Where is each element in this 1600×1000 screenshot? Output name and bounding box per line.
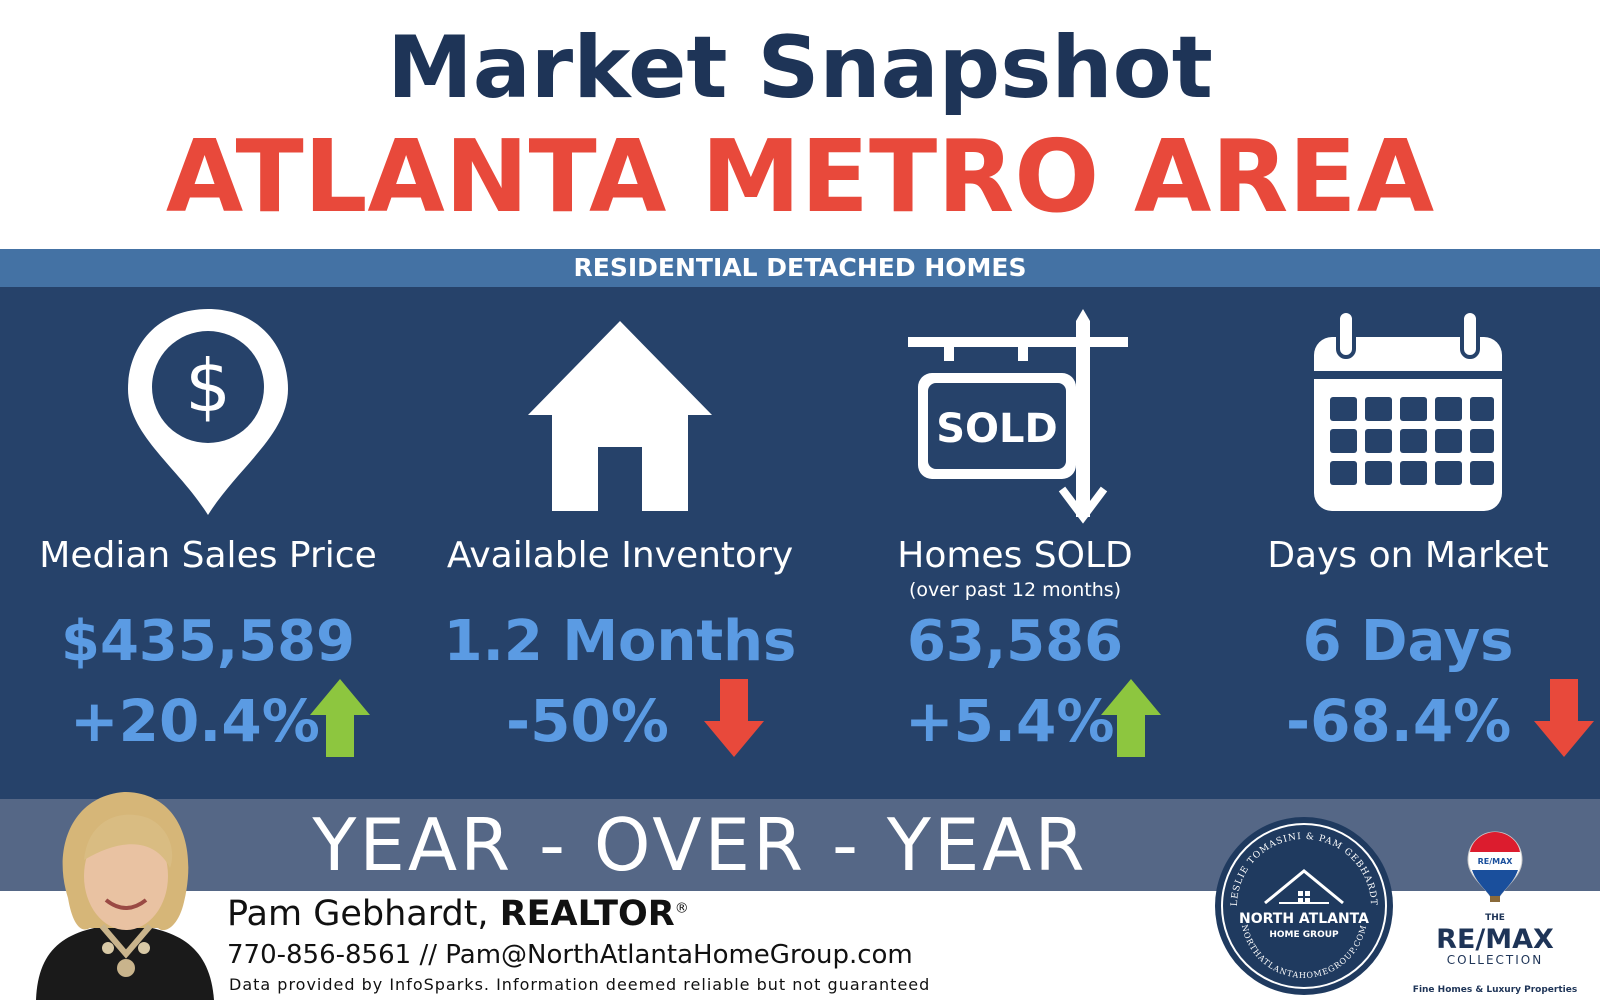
svg-text:$: $ (185, 344, 231, 428)
stat-change: +5.4% (905, 687, 1115, 755)
stat-change: -50% (506, 687, 669, 755)
stat-note: (over past 12 months) (908, 579, 1122, 601)
balloon-text: RE/MAX (1478, 857, 1514, 866)
brokerage-tagline: Fine Homes & Luxury Properties (1413, 985, 1577, 995)
registered-mark: ® (674, 900, 689, 917)
stat-value: 63,586 (906, 609, 1124, 674)
remax-collection-logo: RE/MAX THE RE/MAX COLLECTION Fine Homes … (1400, 830, 1590, 998)
stat-value: 1.2 Months (443, 609, 797, 674)
agent-email[interactable]: Pam@NorthAtlantaHomeGroup.com (445, 940, 913, 970)
sold-sign-icon: SOLD (815, 307, 1215, 527)
arrow-up-icon (310, 679, 370, 762)
agent-name: Pam Gebhardt, (227, 894, 489, 934)
north-atlanta-home-group-logo: LESLIE TOMASINI & PAM GEBHARDT NORTHATLA… (1213, 815, 1395, 997)
stat-label: Days on Market (1267, 535, 1549, 576)
seal-name-line2: HOME GROUP (1269, 930, 1339, 940)
stats-panel: $ Median Sales Price $435,589 +20.4% Ava… (0, 287, 1600, 799)
stat-label: Median Sales Price (39, 535, 377, 576)
stat-change: -68.4% (1286, 687, 1512, 755)
calendar-icon (1208, 307, 1600, 527)
stat-days-on-market: Days on Market 6 Days -68.4% (1208, 287, 1600, 799)
agent-title: REALTOR (499, 894, 675, 934)
agent-photo (28, 778, 218, 1000)
stat-change: +20.4% (70, 687, 320, 755)
sold-sign-text: SOLD (936, 406, 1058, 452)
brokerage-collection: COLLECTION (1447, 953, 1543, 967)
page-title: Market Snapshot (387, 18, 1213, 118)
contact-separator: // (419, 940, 437, 970)
stat-value: 6 Days (1302, 609, 1514, 674)
comparison-label: YEAR - OVER - YEAR (312, 803, 1088, 887)
arrow-down-icon (704, 679, 764, 762)
seal-name-line1: NORTH ATLANTA (1239, 911, 1369, 927)
property-type-label: RESIDENTIAL DETACHED HOMES (573, 253, 1027, 282)
stat-available-inventory: Available Inventory 1.2 Months -50% (420, 287, 820, 799)
agent-name-line: Pam Gebhardt, REALTOR® (227, 894, 689, 934)
house-icon (420, 307, 820, 527)
agent-contact: 770-856-8561 // Pam@NorthAtlantaHomeGrou… (227, 940, 913, 970)
stat-label: Homes SOLD (897, 535, 1133, 576)
arrow-up-icon (1101, 679, 1161, 762)
arrow-down-icon (1534, 679, 1594, 762)
stat-median-sales-price: $ Median Sales Price $435,589 +20.4% (8, 287, 408, 799)
data-disclaimer: Data provided by InfoSparks. Information… (229, 975, 931, 994)
dollar-location-pin-icon: $ (8, 307, 408, 527)
brokerage-name: RE/MAX (1436, 924, 1554, 955)
brokerage-the: THE (1485, 913, 1505, 923)
agent-phone[interactable]: 770-856-8561 (227, 940, 412, 970)
stat-value: $435,589 (60, 609, 356, 674)
stat-label: Available Inventory (446, 535, 794, 576)
property-type-banner: RESIDENTIAL DETACHED HOMES (0, 249, 1600, 287)
area-title: ATLANTA METRO AREA (165, 118, 1435, 235)
stat-homes-sold: SOLD Homes SOLD (over past 12 months) 63… (815, 287, 1215, 799)
